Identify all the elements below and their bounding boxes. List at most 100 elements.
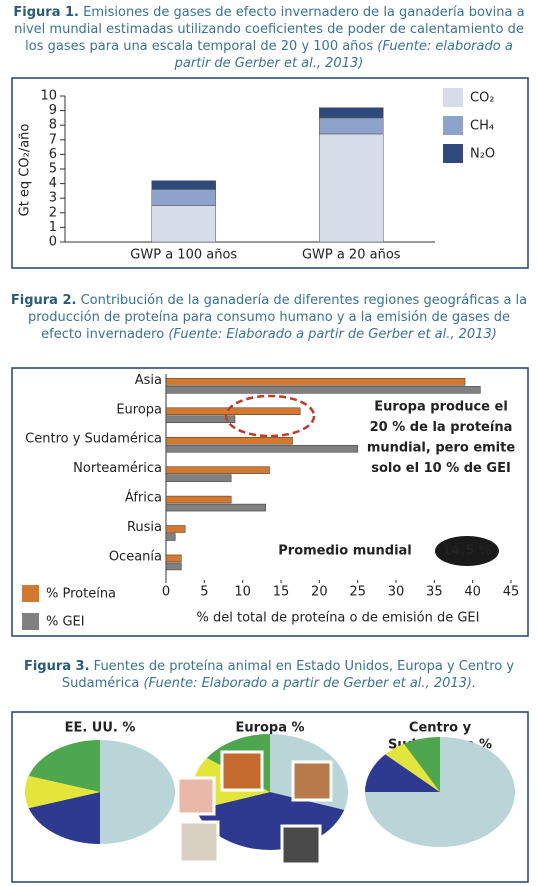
- y-tick-label: 0: [49, 235, 57, 250]
- average-label: Promedio mundial: [278, 544, 412, 559]
- y-tick-label: 2: [49, 205, 57, 220]
- bar: [165, 503, 266, 512]
- legend-swatch: [443, 144, 463, 163]
- pie-title: EE. UU. %: [65, 721, 136, 736]
- y-tick-label: 4: [49, 176, 57, 191]
- bar: [165, 444, 358, 453]
- photo-sheep: [178, 820, 220, 864]
- bar: [165, 466, 270, 474]
- annotation: mundial, pero emite: [367, 441, 516, 456]
- legend-label: N₂O: [470, 147, 495, 162]
- bar-segment: [319, 133, 384, 243]
- pie-slice: [385, 743, 440, 792]
- y-tick-label: 1: [49, 220, 57, 235]
- y-tick-label: 3: [49, 191, 57, 206]
- bar: [165, 407, 301, 416]
- bar: [165, 525, 186, 533]
- x-axis-label: % del total de proteína o de emisión de …: [197, 611, 480, 626]
- bar-segment: [319, 107, 384, 119]
- y-tick-label: 7: [49, 132, 57, 147]
- pie-slice: [403, 737, 440, 792]
- legend-label: % GEI: [46, 615, 85, 630]
- figure-frame: [11, 367, 529, 637]
- caption: Figura 3. Fuentes de proteína animal en …: [10, 658, 528, 692]
- y-tick-label: Norteamérica: [73, 461, 162, 476]
- bar: [165, 436, 293, 445]
- caption: Figura 2. Contribución de la ganadería d…: [10, 292, 528, 343]
- bar: [165, 533, 176, 541]
- average-value: 14,5 %: [442, 544, 492, 559]
- y-tick-label: 6: [49, 147, 57, 162]
- y-tick-label: Europa: [116, 402, 162, 417]
- bar-segment: [319, 117, 384, 135]
- pie-slice: [28, 740, 100, 792]
- legend-swatch: [443, 116, 463, 135]
- figure-frame: [11, 77, 529, 269]
- y-tick-label: Oceanía: [109, 549, 162, 564]
- x-tick-label: 30: [388, 585, 405, 600]
- figure-2: 0 5 10 15 20 25 30 35 40 45 % del total de proteín…: [22, 373, 519, 630]
- x-tick-label: 0: [162, 585, 170, 600]
- bar-segment: [151, 205, 216, 243]
- legend-label: % Proteína: [46, 587, 116, 602]
- bar: [165, 386, 481, 394]
- y-tick-label: África: [125, 490, 162, 506]
- pie-slice: [365, 754, 440, 792]
- x-tick-label: GWP a 100 años: [130, 248, 237, 263]
- caption-source: (Fuente: Elaborado a partir de Gerber et…: [143, 676, 477, 691]
- legend-swatch: [443, 88, 463, 107]
- caption-text: Emisiones de gases de efecto invernadero…: [14, 5, 525, 54]
- caption-source: (Fuente: Elaborado a partir de Gerber et…: [168, 327, 497, 342]
- x-tick-label: 35: [426, 585, 443, 600]
- bar-segment: [151, 180, 216, 190]
- x-tick-label: 5: [200, 585, 208, 600]
- photo-cow: [280, 824, 322, 866]
- caption-label: Figura 1.: [13, 5, 79, 20]
- caption: Figura 1. Emisiones de gases de efecto i…: [10, 4, 528, 72]
- highlight-ellipse: [224, 394, 316, 438]
- y-tick-label: 5: [49, 162, 57, 177]
- figure-frame: [11, 711, 529, 883]
- pie-slice: [24, 775, 100, 809]
- x-tick-label: 10: [234, 585, 251, 600]
- average-pill: [435, 536, 499, 566]
- y-tick-label: Asia: [135, 373, 162, 388]
- annotation: 20 % de la proteína: [370, 420, 513, 435]
- y-tick-label: 8: [49, 118, 57, 133]
- x-tick-label: GWP a 20 años: [302, 248, 401, 263]
- bar-segment: [151, 189, 216, 206]
- caption-label: Figura 2.: [10, 293, 77, 308]
- pie-title: Centro y: [409, 721, 472, 736]
- bar: [165, 495, 232, 504]
- caption-text: Fuentes de proteína animal en Estado Uni…: [61, 659, 515, 691]
- annotation: Europa produce el: [374, 400, 508, 415]
- x-tick-label: 20: [311, 585, 328, 600]
- legend-label: CH₄: [470, 119, 494, 134]
- bar: [165, 554, 182, 563]
- photo-pig: [176, 776, 216, 816]
- pie-slice: [28, 792, 100, 844]
- bar: [165, 474, 232, 482]
- caption-source: (Fuente: elaborado a partir de Gerber et…: [174, 39, 513, 71]
- photo-cow: [291, 760, 333, 802]
- legend-swatch: [22, 585, 39, 602]
- annotation: solo el 10 % de GEI: [371, 461, 511, 476]
- legend-swatch: [22, 613, 39, 630]
- pie-title: Europa %: [235, 721, 304, 736]
- legend-label: CO₂: [470, 91, 495, 106]
- photo-chicken: [220, 750, 264, 792]
- y-tick-label: 9: [49, 103, 57, 118]
- pie-slice: [100, 740, 175, 844]
- x-tick-label: 45: [503, 585, 520, 600]
- y-tick-label: 10: [40, 89, 57, 104]
- animal-photos: [176, 750, 333, 866]
- x-tick-label: 25: [349, 585, 366, 600]
- x-tick-label: 15: [273, 585, 290, 600]
- caption-label: Figura 3.: [23, 659, 90, 674]
- bar: [165, 415, 236, 424]
- caption-text: Contribución de la ganadería de diferent…: [27, 293, 528, 342]
- y-tick-label: Rusia: [127, 520, 162, 535]
